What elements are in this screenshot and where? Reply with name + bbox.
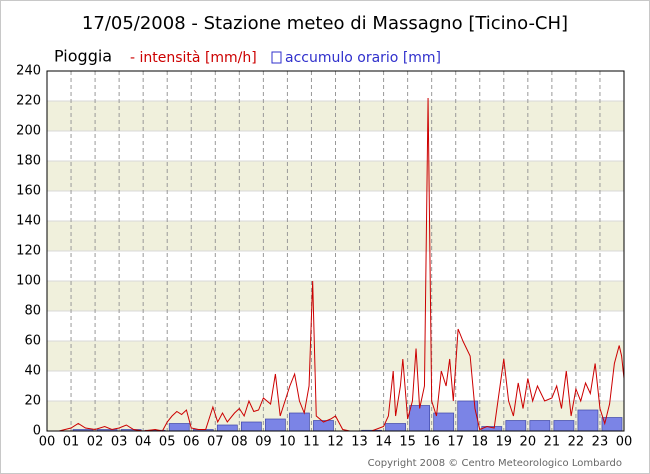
y-tick-label: 180 — [16, 154, 41, 169]
x-tick-label: 19 — [496, 435, 513, 450]
bar — [505, 420, 527, 432]
x-tick-label: 00 — [39, 435, 56, 450]
x-tick-label: 20 — [520, 435, 537, 450]
y-tick-label: 100 — [16, 274, 41, 289]
footer: Copyright 2008 © Centro Meteorologico Lo… — [368, 458, 622, 469]
y-tick-label: 140 — [16, 214, 41, 229]
bar — [216, 424, 238, 432]
x-tick-label: 06 — [183, 435, 200, 450]
x-tick-label: 23 — [592, 435, 609, 450]
y-tick-label: 200 — [16, 124, 41, 139]
x-tick-label: 18 — [471, 435, 488, 450]
legend-swatch — [271, 51, 282, 64]
x-tick-label: 22 — [568, 435, 585, 450]
legend-line: - intensità [mm/h] — [130, 50, 257, 66]
x-tick-label: 13 — [351, 435, 368, 450]
x-tick-label: 16 — [423, 435, 440, 450]
x-tick-label: 03 — [111, 435, 128, 450]
x-tick-label: 00 — [616, 435, 633, 450]
x-tick-label: 08 — [231, 435, 248, 450]
x-tick-label: 10 — [279, 435, 296, 450]
chart-title: 17/05/2008 - Stazione meteo di Massagno … — [82, 13, 568, 34]
x-tick-label: 15 — [399, 435, 416, 450]
x-tick-label: 04 — [135, 435, 152, 450]
subtitle: Pioggia — [54, 47, 112, 66]
x-tick-label: 14 — [375, 435, 392, 450]
y-tick-label: 40 — [24, 364, 41, 379]
bar — [240, 421, 262, 432]
bar — [265, 418, 286, 432]
bar — [553, 420, 575, 432]
y-tick-label: 0 — [33, 424, 41, 439]
x-tick-label: 07 — [207, 435, 224, 450]
bar — [577, 409, 599, 432]
bar — [168, 423, 190, 432]
y-tick-label: 60 — [24, 334, 41, 349]
x-tick-label: 11 — [303, 435, 320, 450]
x-tick-label: 09 — [255, 435, 272, 450]
y-tick-label: 80 — [24, 304, 41, 319]
x-tick-label: 17 — [447, 435, 464, 450]
y-tick-label: 20 — [24, 394, 41, 409]
y-tick-label: 160 — [16, 184, 41, 199]
x-tick-label: 02 — [87, 435, 104, 450]
bar — [385, 423, 406, 432]
line — [47, 97, 625, 432]
bar — [409, 405, 431, 432]
y-tick-label: 240 — [16, 64, 41, 79]
x-tick-label: 01 — [63, 435, 80, 450]
bar — [529, 420, 551, 432]
plot-border — [46, 70, 625, 432]
y-tick-label: 220 — [16, 94, 41, 109]
legend-bar: accumulo orario [mm] — [285, 50, 441, 66]
y-tick-label: 120 — [16, 244, 41, 259]
bar — [289, 412, 310, 432]
x-tick-label: 21 — [544, 435, 561, 450]
x-tick-label: 05 — [159, 435, 176, 450]
x-tick-label: 12 — [327, 435, 344, 450]
